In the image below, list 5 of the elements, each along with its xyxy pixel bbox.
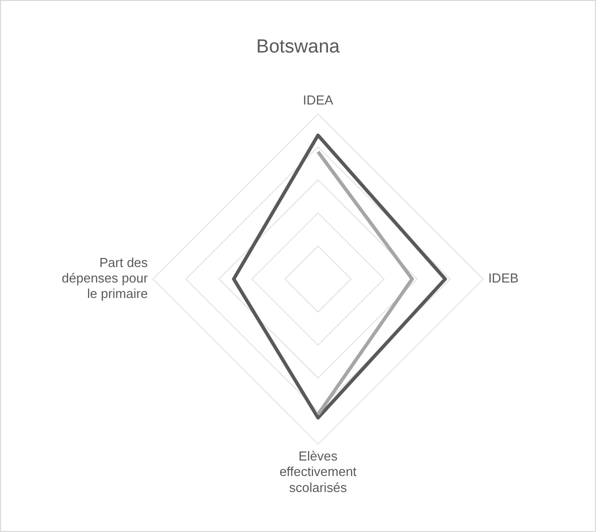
chart-title: Botswana (256, 36, 340, 58)
spoke-label: IDEA (302, 92, 334, 108)
spoke-label: Elèves effectivement scolarisés (279, 448, 357, 495)
spoke-label: Part des dépenses pour le primaire (62, 254, 148, 302)
spoke-label: IDEB (488, 270, 519, 286)
